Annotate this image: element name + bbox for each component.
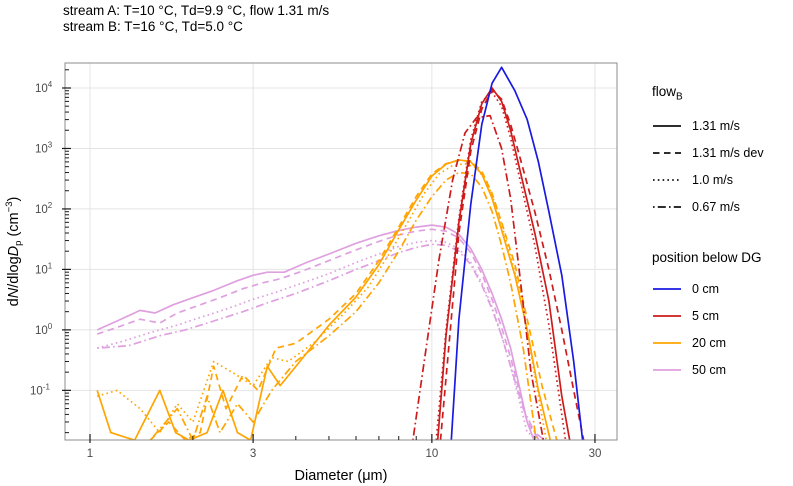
legend-line-sample-icon (653, 287, 681, 290)
title-line-2: stream B: T=16 °C, Td=5.0 °C (63, 19, 243, 34)
legend-position-label: 20 cm (692, 335, 727, 350)
legend-position-item: 20 cm (652, 329, 792, 356)
series-line (96, 224, 535, 440)
legend-position-title: position below DG (652, 250, 762, 265)
y-tick-label: 100 (35, 322, 53, 337)
legend-line-sample-icon (653, 179, 681, 182)
legend-position-label: 50 cm (692, 362, 727, 377)
y-axis-title: dN/dlogDp (cm−3) (4, 197, 24, 307)
panel-background (65, 63, 617, 440)
series-group (96, 66, 585, 440)
legend-flow-label: 1.31 m/s (692, 119, 740, 134)
legend-flow-title: flowB (652, 84, 683, 103)
title-block: stream A: T=10 °C, Td=9.9 °C, flow 1.31 … (63, 3, 329, 35)
legend-line-sample-icon (653, 206, 681, 209)
title-line-1: stream A: T=10 °C, Td=9.9 °C, flow 1.31 … (63, 3, 330, 18)
x-tick-label: 3 (250, 448, 256, 460)
x-tick-label: 30 (589, 448, 602, 460)
legend-flow-item: 0.67 m/s (652, 194, 792, 221)
legend-line-sample-icon (653, 152, 681, 155)
legend-flow-label: 1.31 m/s dev (692, 146, 764, 161)
series-line (96, 162, 548, 440)
legend-position-label: 0 cm (692, 281, 720, 296)
legend-line-sample-icon (653, 314, 681, 317)
series-line (96, 228, 540, 440)
legend-flow-label: 1.0 m/s (692, 173, 733, 188)
series-line (97, 243, 546, 440)
legend-flow-item: 1.31 m/s dev (652, 140, 792, 167)
x-axis-title: Diameter (μm) (295, 468, 388, 484)
legend-flow-label: 0.67 m/s (692, 200, 740, 215)
x-tick-label: 1 (87, 448, 93, 460)
y-tick-label: 103 (35, 140, 53, 155)
y-tick-label: 104 (35, 80, 53, 95)
legend-position-label: 5 cm (692, 308, 720, 323)
series-line (149, 171, 538, 440)
y-tick-label: 101 (35, 261, 53, 276)
legend-flow: flowB 1.31 m/s 1.31 m/s dev 1.0 m/s 0.67 m/… (652, 84, 792, 221)
x-tick-label: 10 (425, 448, 438, 460)
series-line (96, 158, 552, 440)
series-line (439, 89, 585, 440)
legend-flow-item: 1.31 m/s (652, 113, 792, 140)
legend-flow-item: 1.0 m/s (652, 167, 792, 194)
legend-line-sample-icon (653, 125, 681, 128)
legend-position-item: 5 cm (652, 302, 792, 329)
y-tick-label: 102 (35, 201, 53, 216)
y-tick-label: 10-1 (30, 382, 50, 397)
series-line (436, 87, 571, 440)
legend-line-sample-icon (653, 341, 681, 344)
legend-position: position below DG 0 cm 5 cm 20 cm 50 cm (652, 250, 792, 383)
legend-position-item: 0 cm (652, 275, 792, 302)
series-line (412, 114, 545, 440)
series-line (435, 91, 567, 440)
legend-line-sample-icon (653, 368, 681, 371)
series-line (450, 66, 584, 440)
legend-position-item: 50 cm (652, 356, 792, 383)
